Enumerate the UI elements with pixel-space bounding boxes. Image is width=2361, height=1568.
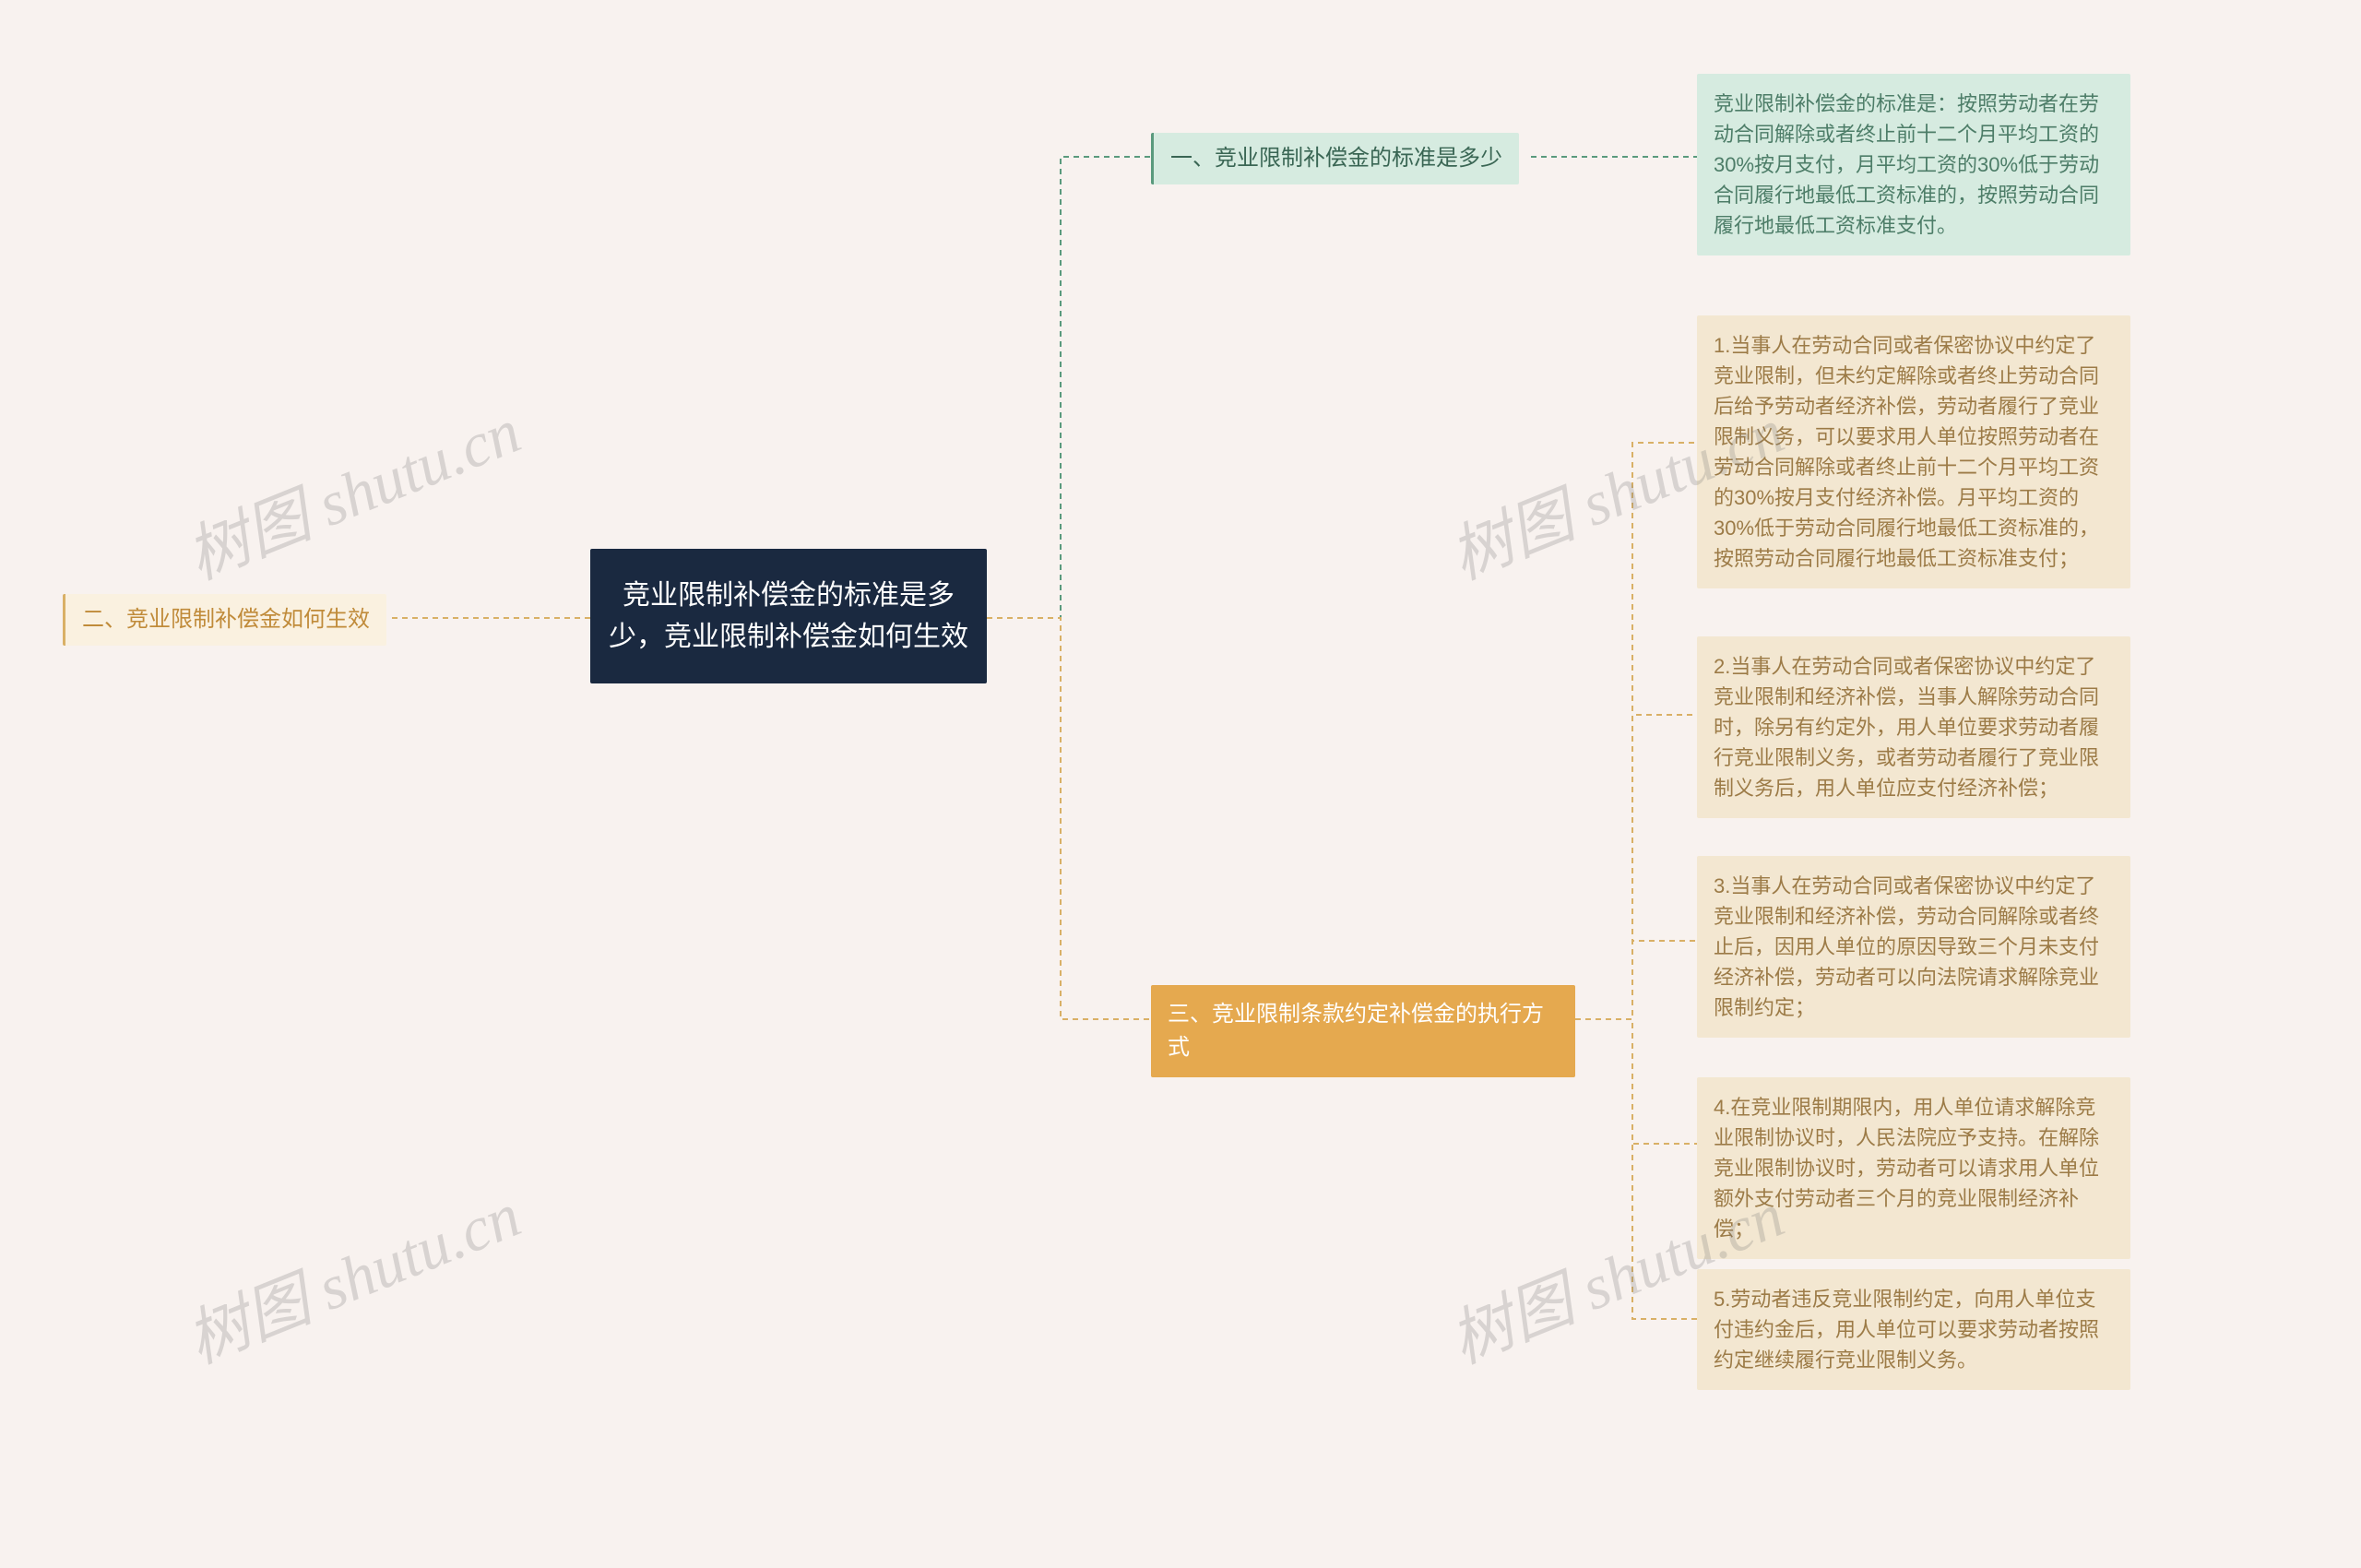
edge-b3-l1 [1575, 443, 1697, 1019]
root-node[interactable]: 竞业限制补偿金的标准是多少，竞业限制补偿金如何生效 [590, 549, 987, 683]
branch-3[interactable]: 三、竞业限制条款约定补偿金的执行方式 [1151, 985, 1575, 1077]
edge-b3-l4 [1575, 1019, 1697, 1144]
edge-root-b3 [987, 618, 1151, 1019]
branch-2-left[interactable]: 二、竞业限制补偿金如何生效 [63, 594, 386, 646]
branch-3-leaf-3[interactable]: 3.当事人在劳动合同或者保密协议中约定了竞业限制和经济补偿，劳动合同解除或者终止… [1697, 856, 2130, 1038]
edge-b3-l5 [1575, 1019, 1697, 1319]
edge-b3-l2 [1575, 715, 1697, 1019]
watermark: 树图 shutu.cn [171, 1164, 531, 1381]
edge-b3-l3 [1575, 941, 1697, 1019]
watermark: 树图 shutu.cn [171, 380, 531, 597]
branch-3-leaf-5[interactable]: 5.劳动者违反竞业限制约定，向用人单位支付违约金后，用人单位可以要求劳动者按照约… [1697, 1269, 2130, 1390]
edge-root-b1 [987, 157, 1151, 618]
branch-3-leaf-1[interactable]: 1.当事人在劳动合同或者保密协议中约定了竞业限制，但未约定解除或者终止劳动合同后… [1697, 315, 2130, 588]
branch-1[interactable]: 一、竞业限制补偿金的标准是多少 [1151, 133, 1519, 184]
branch-3-leaf-4[interactable]: 4.在竞业限制期限内，用人单位请求解除竞业限制协议时，人民法院应予支持。在解除竞… [1697, 1077, 2130, 1259]
branch-3-leaf-2[interactable]: 2.当事人在劳动合同或者保密协议中约定了竞业限制和经济补偿，当事人解除劳动合同时… [1697, 636, 2130, 818]
branch-1-leaf[interactable]: 竞业限制补偿金的标准是：按照劳动者在劳动合同解除或者终止前十二个月平均工资的30… [1697, 74, 2130, 255]
